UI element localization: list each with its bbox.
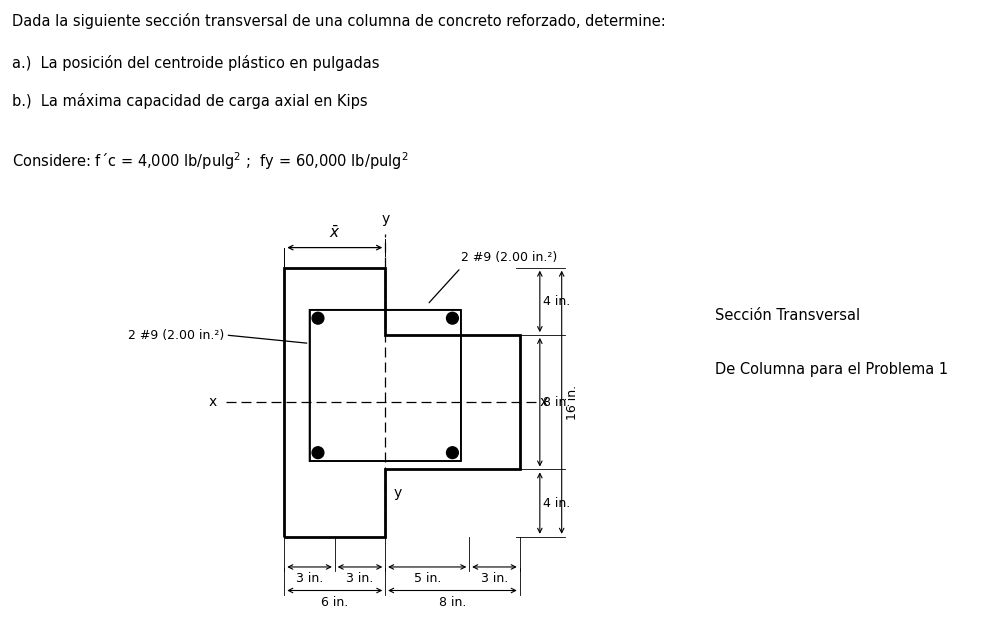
Text: 3 in.: 3 in. (346, 572, 373, 585)
Circle shape (446, 447, 458, 458)
Text: 16 in.: 16 in. (566, 385, 579, 420)
Text: a.)  La posición del centroide plástico en pulgadas: a.) La posición del centroide plástico e… (12, 55, 379, 71)
Text: 3 in.: 3 in. (296, 572, 323, 585)
Text: y: y (381, 212, 389, 226)
Text: Dada la siguiente sección transversal de una columna de concreto reforzado, dete: Dada la siguiente sección transversal de… (12, 13, 666, 30)
Text: 6 in.: 6 in. (321, 596, 348, 609)
Text: x: x (209, 395, 217, 409)
Text: 4 in.: 4 in. (544, 295, 571, 308)
Text: 2 #9 (2.00 in.²): 2 #9 (2.00 in.²) (460, 252, 558, 265)
Circle shape (312, 447, 324, 458)
Text: Considere: f´c = 4,000 lb/pulg$^2$ ;  fy = 60,000 lb/pulg$^2$: Considere: f´c = 4,000 lb/pulg$^2$ ; fy … (12, 150, 408, 172)
Circle shape (446, 312, 458, 324)
Text: 2 #9 (2.00 in.²): 2 #9 (2.00 in.²) (127, 329, 224, 342)
Text: 3 in.: 3 in. (480, 572, 509, 585)
Text: Sección Transversal: Sección Transversal (715, 308, 860, 323)
Text: x: x (540, 395, 549, 409)
Text: b.)  La máxima capacidad de carga axial en Kips: b.) La máxima capacidad de carga axial e… (12, 94, 367, 110)
Text: $\bar{x}$: $\bar{x}$ (329, 225, 340, 241)
Circle shape (312, 312, 324, 324)
Text: 4 in.: 4 in. (544, 497, 571, 510)
Text: 8 in.: 8 in. (544, 395, 571, 409)
Text: De Columna para el Problema 1: De Columna para el Problema 1 (715, 362, 948, 377)
Text: y: y (393, 486, 401, 500)
Text: 8 in.: 8 in. (438, 596, 466, 609)
Text: 5 in.: 5 in. (413, 572, 440, 585)
